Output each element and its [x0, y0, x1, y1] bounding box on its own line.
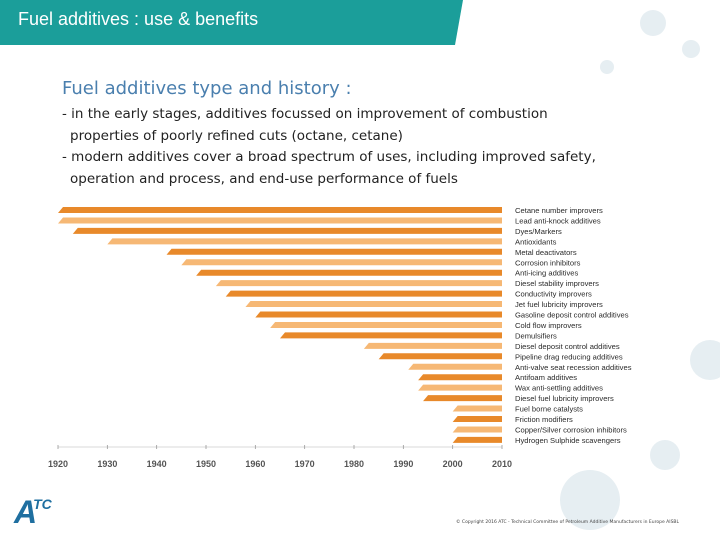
bar-label: Metal deactivators: [515, 248, 577, 257]
bar-label: Pipeline drag reducing additives: [515, 352, 623, 361]
bar-label: Demulsifiers: [515, 331, 557, 340]
background-decoration: [650, 440, 680, 470]
bar-label: Anti-icing additives: [515, 269, 579, 278]
x-tick-label: 1940: [147, 459, 167, 469]
bar-label: Conductivity improvers: [515, 290, 592, 299]
chart-bar: [452, 426, 502, 433]
background-decoration: [640, 10, 666, 36]
copyright-text: © Copyright 2016 ATC - Technical Committ…: [456, 520, 680, 525]
chart-bar: [270, 321, 502, 328]
bar-label: Hydrogen Sulphide scavengers: [515, 436, 621, 445]
chart-bar: [423, 395, 502, 402]
chart-bar: [166, 248, 502, 255]
x-tick-label: 1920: [48, 459, 68, 469]
chart-bar: [378, 353, 502, 360]
page-title: Fuel additives : use & benefits: [18, 9, 259, 29]
chart-bar: [418, 374, 502, 381]
chart-bar: [363, 342, 502, 349]
chart-bar: [245, 301, 502, 308]
chart-bar: [225, 290, 502, 297]
bar-label: Gasoline deposit control additives: [515, 311, 629, 320]
bar-label: Antifoam additives: [515, 373, 577, 382]
x-tick-label: 1980: [344, 459, 364, 469]
bar-label: Friction modifiers: [515, 415, 573, 424]
chart-bar: [107, 238, 502, 245]
bar-label: Fuel borne catalysts: [515, 405, 583, 414]
bar-label: Wax anti-settling additives: [515, 384, 603, 393]
x-tick-label: 1970: [295, 459, 315, 469]
chart-bar: [196, 269, 502, 276]
bar-label: Cetane number improvers: [515, 206, 603, 215]
chart-bar: [58, 207, 502, 213]
chart-bar: [452, 416, 502, 422]
chart-bar: [181, 259, 503, 266]
chart-bar: [72, 227, 503, 234]
bullet-line: - modern additives cover a broad spectru…: [62, 149, 596, 165]
bar-label: Diesel stability improvers: [515, 279, 599, 288]
chart-bar: [418, 384, 502, 391]
bullet-line: operation and process, and end-use perfo…: [70, 171, 458, 187]
atc-logo: ATC: [14, 494, 56, 531]
background-decoration: [600, 60, 614, 74]
section-subtitle: Fuel additives type and history :: [62, 78, 352, 99]
bar-label: Antioxidants: [515, 237, 557, 246]
bullet-line: - in the early stages, additives focusse…: [62, 106, 548, 122]
background-decoration: [560, 470, 620, 530]
bullet-line: properties of poorly refined cuts (octan…: [70, 128, 403, 144]
logo-letter: A: [14, 494, 38, 530]
bar-label: Lead anti-knock additives: [515, 216, 601, 225]
x-tick-label: 1950: [196, 459, 216, 469]
x-tick-label: 2010: [492, 459, 512, 469]
bar-label: Corrosion inhibitors: [515, 258, 581, 267]
bullet-item: - in the early stages, additives focusse…: [62, 103, 548, 147]
x-tick-label: 1990: [393, 459, 413, 469]
chart-bar: [408, 363, 502, 370]
background-decoration: [682, 40, 700, 58]
chart-bar: [452, 436, 502, 443]
background-decoration: [690, 340, 720, 380]
chart-bar: [452, 405, 502, 412]
bar-label: Diesel fuel lubricity improvers: [515, 394, 614, 403]
chart-bar: [255, 311, 502, 318]
bar-label: Copper/Silver corrosion inhibitors: [515, 425, 627, 434]
bullet-item: - modern additives cover a broad spectru…: [62, 146, 596, 190]
logo-letters: TC: [33, 496, 52, 512]
bar-label: Cold flow improvers: [515, 321, 582, 330]
bar-label: Jet fuel lubricity improvers: [515, 300, 603, 309]
title-bar: Fuel additives : use & benefits: [0, 0, 463, 45]
x-tick-label: 1960: [245, 459, 265, 469]
x-tick-label: 1930: [97, 459, 117, 469]
bar-label: Dyes/Markers: [515, 227, 562, 236]
bar-label: Diesel deposit control additives: [515, 342, 620, 351]
chart-bar: [280, 332, 502, 339]
x-tick-label: 2000: [443, 459, 463, 469]
chart-bar: [58, 217, 502, 224]
bar-label: Anti-valve seat recession additives: [515, 363, 632, 372]
chart-bar: [215, 280, 502, 287]
